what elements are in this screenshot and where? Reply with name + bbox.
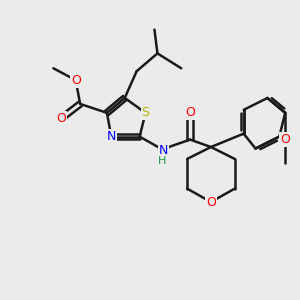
Text: O: O (185, 106, 195, 119)
Text: H: H (158, 156, 166, 166)
Text: S: S (142, 106, 149, 119)
Text: O: O (71, 74, 81, 87)
Text: O: O (280, 133, 290, 146)
Text: O: O (56, 112, 66, 125)
Text: O: O (206, 196, 216, 208)
Text: N: N (159, 143, 168, 157)
Text: N: N (107, 130, 116, 143)
